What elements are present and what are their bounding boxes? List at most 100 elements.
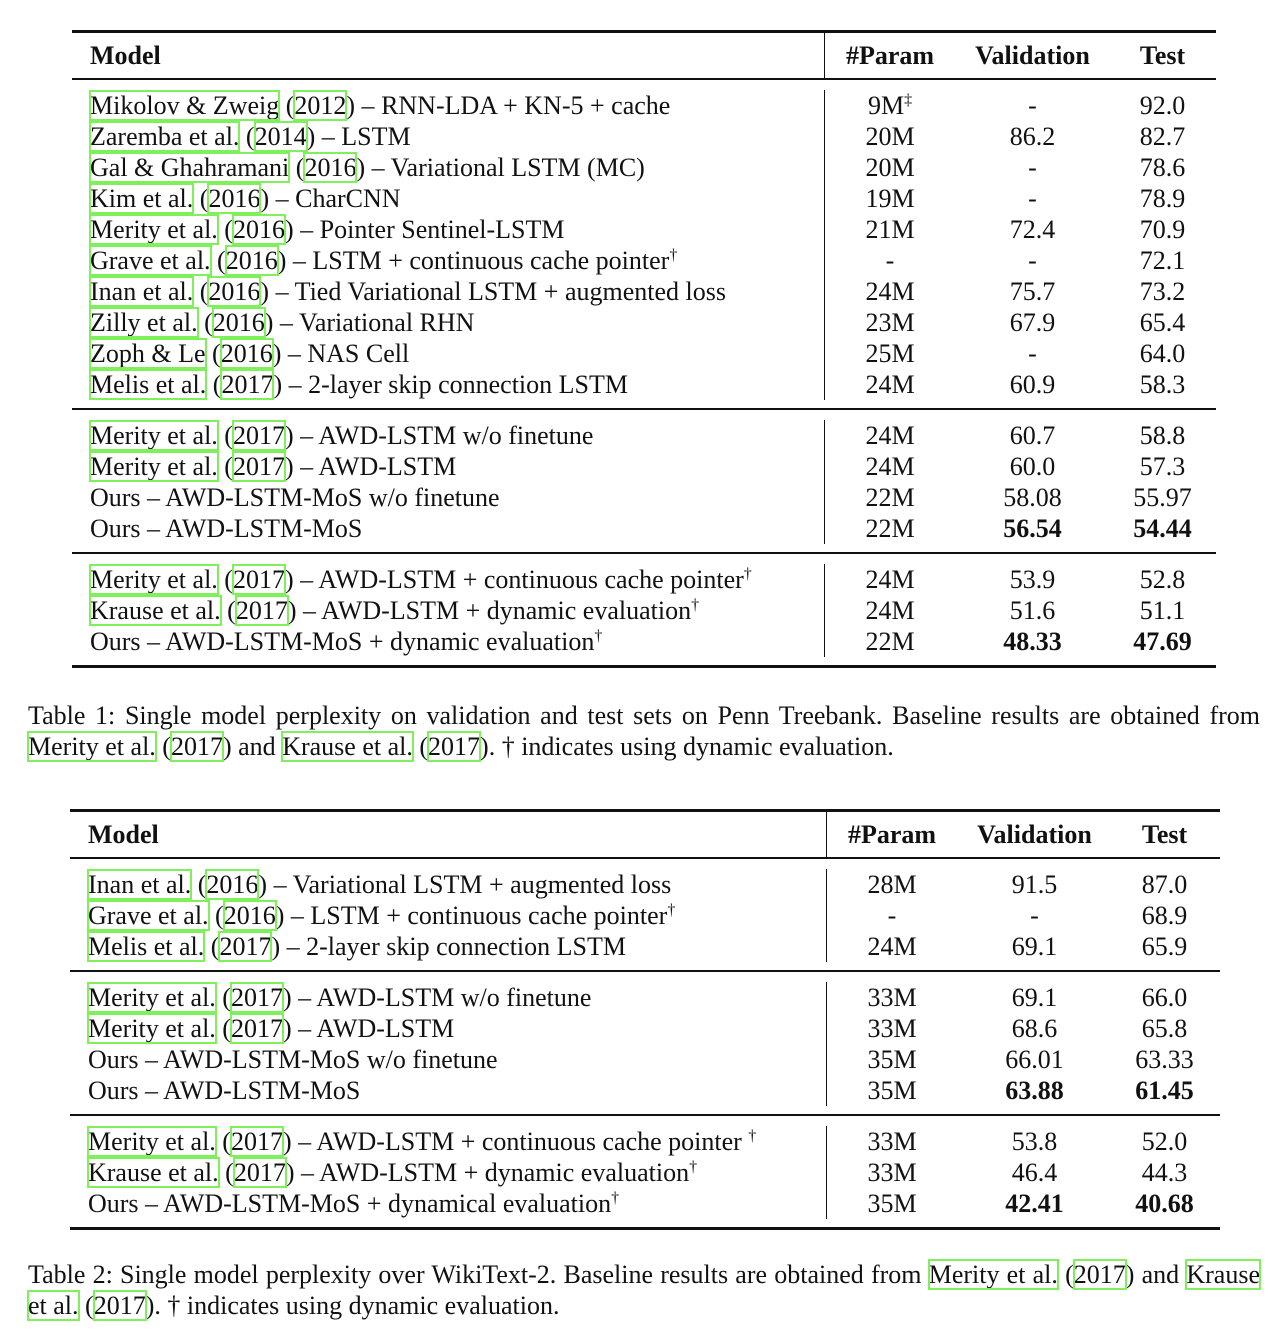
citation-link[interactable]: Krause et al. <box>27 1259 1261 1321</box>
table-row: Merity et al. (2016) – Pointer Sentinel-… <box>72 214 1216 245</box>
year-link[interactable]: 2017 <box>229 1013 284 1044</box>
model-cell: Merity et al. (2017) – AWD-LSTM + contin… <box>72 564 825 595</box>
validation-cell: 56.54 <box>1003 514 1062 543</box>
citation-link[interactable]: Merity et al. <box>89 451 219 482</box>
citation-link[interactable]: Gal & Ghahramani <box>88 152 291 183</box>
year-link[interactable]: 2017 <box>92 1290 147 1321</box>
test-cell: 47.69 <box>1133 627 1192 656</box>
param-cell: 20M <box>825 152 955 183</box>
year-link[interactable]: 2016 <box>207 183 262 214</box>
param-cell: 19M <box>825 183 955 214</box>
model-cell: Krause et al. (2017) – AWD-LSTM + dynami… <box>70 1157 827 1188</box>
year-link[interactable]: 2017 <box>218 931 273 962</box>
year-link[interactable]: 2017 <box>231 564 286 595</box>
year-link[interactable]: 2016 <box>219 338 274 369</box>
citation-link[interactable]: Merity et al. <box>27 731 157 762</box>
year-link[interactable]: 2017 <box>232 1157 287 1188</box>
citation-link[interactable]: Merity et al. <box>87 1126 217 1157</box>
citation-link[interactable]: Merity et al. <box>89 564 219 595</box>
table-row: Krause et al. (2017) – AWD-LSTM + dynami… <box>72 595 1216 626</box>
citation-link[interactable]: Mikolov & Zweig <box>88 90 281 121</box>
param-cell: 28M <box>827 869 957 900</box>
table-row: Gal & Ghahramani (2016) – Variational LS… <box>72 152 1216 183</box>
year-link[interactable]: 2017 <box>1072 1259 1127 1290</box>
citation-link[interactable]: Kim et al. <box>88 183 195 214</box>
table-1: Model #Param Validation Test Mikolov & Zweig… <box>72 30 1216 668</box>
year-link[interactable]: 2017 <box>427 731 482 762</box>
param-value: 33M <box>867 1127 917 1156</box>
citation-link[interactable]: Krause et al. <box>89 595 222 626</box>
model-cell: Ours – AWD-LSTM-MoS <box>70 1075 827 1106</box>
citation-link[interactable]: Krause et al. <box>87 1157 220 1188</box>
model-cell: Zaremba et al. (2014) – LSTM <box>72 121 825 152</box>
citation-link[interactable]: Krause et al. <box>281 731 414 762</box>
citation-link[interactable]: Merity et al. <box>87 1013 217 1044</box>
param-cell: 33M <box>827 1157 957 1188</box>
citation-link[interactable]: Zilly et al. <box>89 307 199 338</box>
year-link[interactable]: 2017 <box>169 731 224 762</box>
header-param: #Param <box>845 41 935 70</box>
citation-link[interactable]: Merity et al. <box>927 1259 1059 1290</box>
year-link[interactable]: 2017 <box>231 420 286 451</box>
citation-link[interactable]: Inan et al. <box>88 276 195 307</box>
test-cell: 52.0 <box>1141 1127 1188 1156</box>
year-link[interactable]: 2016 <box>205 869 260 900</box>
citation-link[interactable]: Merity et al. <box>89 214 219 245</box>
citation-link[interactable]: Grave et al. <box>87 900 210 931</box>
year-link[interactable]: 2014 <box>253 121 308 152</box>
param-cell: 25M <box>825 338 955 369</box>
dagger-mark: † <box>669 246 678 264</box>
test-cell: 64.0 <box>1139 339 1186 368</box>
param-value: 9M <box>867 91 905 120</box>
year-link[interactable]: 2017 <box>231 451 286 482</box>
model-description: Ours – AWD-LSTM-MoS <box>90 514 363 543</box>
citation-link[interactable]: Melis et al. <box>86 931 206 962</box>
citation-link[interactable]: Grave et al. <box>89 245 212 276</box>
citation-link[interactable]: Merity et al. <box>87 982 217 1013</box>
year-link[interactable]: 2017 <box>220 369 275 400</box>
citation-link[interactable]: Inan et al. <box>86 869 193 900</box>
year-link[interactable]: 2012 <box>293 90 348 121</box>
dagger-mark: † <box>667 901 676 919</box>
year-link[interactable]: 2017 <box>234 595 289 626</box>
validation-cell: 60.7 <box>1009 421 1056 450</box>
model-description: Variational LSTM (MC) <box>390 153 645 182</box>
validation-cell: 58.08 <box>1003 483 1062 512</box>
validation-cell: 86.2 <box>1009 122 1056 151</box>
validation-cell: 42.41 <box>1005 1189 1064 1218</box>
year-link[interactable]: 2016 <box>231 214 286 245</box>
year-link[interactable]: 2016 <box>303 152 358 183</box>
model-description: 2-layer skip connection LSTM <box>306 932 626 961</box>
year-link[interactable]: 2016 <box>222 900 277 931</box>
year-link[interactable]: 2016 <box>207 276 262 307</box>
model-description: 2-layer skip connection LSTM <box>308 370 628 399</box>
table-2-caption: Table 2: Single model perplexity over Wi… <box>27 1259 1261 1321</box>
year-link[interactable]: 2017 <box>229 982 284 1013</box>
model-description: Ours – AWD-LSTM-MoS + dynamic evaluation <box>90 627 595 656</box>
table-2: Model #Param Validation Test Inan et al. (20… <box>70 809 1220 1230</box>
citation-link[interactable]: Zoph & Le <box>89 338 207 369</box>
citation-link[interactable]: Merity et al. <box>89 420 219 451</box>
citation-link[interactable]: Zaremba et al. <box>88 121 241 152</box>
model-description: LSTM <box>341 122 411 151</box>
citation-link[interactable]: Melis et al. <box>88 369 208 400</box>
model-description: LSTM + continuous cache pointer <box>310 901 668 930</box>
validation-cell: 46.4 <box>1011 1158 1058 1187</box>
header-val: Validation <box>975 41 1090 70</box>
header-row: Model #Param Validation Test <box>72 33 1216 80</box>
caption-label: Table 2: <box>28 1260 113 1289</box>
validation-cell: - <box>1028 153 1037 182</box>
param-value: 22M <box>865 483 915 512</box>
model-cell: Gal & Ghahramani (2016) – Variational LS… <box>72 152 825 183</box>
year-link[interactable]: 2016 <box>224 245 279 276</box>
model-cell: Merity et al. (2017) – AWD-LSTM w/o fine… <box>72 420 825 451</box>
param-value: 22M <box>865 627 915 656</box>
test-cell: 70.9 <box>1139 215 1186 244</box>
test-cell: 51.1 <box>1139 596 1186 625</box>
model-cell: Mikolov & Zweig (2012) – RNN-LDA + KN-5 … <box>72 90 825 121</box>
param-value: 33M <box>867 983 917 1012</box>
year-link[interactable]: 2017 <box>229 1126 284 1157</box>
year-link[interactable]: 2016 <box>211 307 266 338</box>
dagger-mark: † <box>611 1189 620 1207</box>
caption-text: . † indicates using dynamic evaluation. <box>488 732 894 761</box>
